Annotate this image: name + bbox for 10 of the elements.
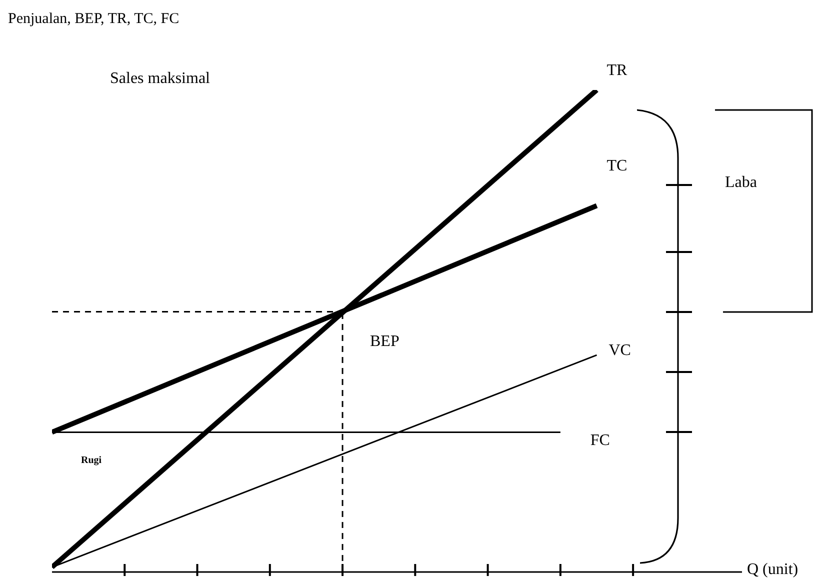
x-axis-title: Q (unit) (747, 561, 798, 579)
series-label: VC (608, 342, 631, 360)
annotation: BEP (370, 333, 400, 351)
series-label: FC (590, 432, 610, 450)
annotation: Rugi (81, 455, 102, 466)
series-label: TR (606, 62, 628, 79)
text: TC (606, 158, 628, 175)
annotation: Laba (725, 174, 757, 192)
y-axis-title: Penjualan, BEP, TR, TC, FC (8, 11, 180, 28)
text: Sales maksimal (110, 70, 210, 88)
